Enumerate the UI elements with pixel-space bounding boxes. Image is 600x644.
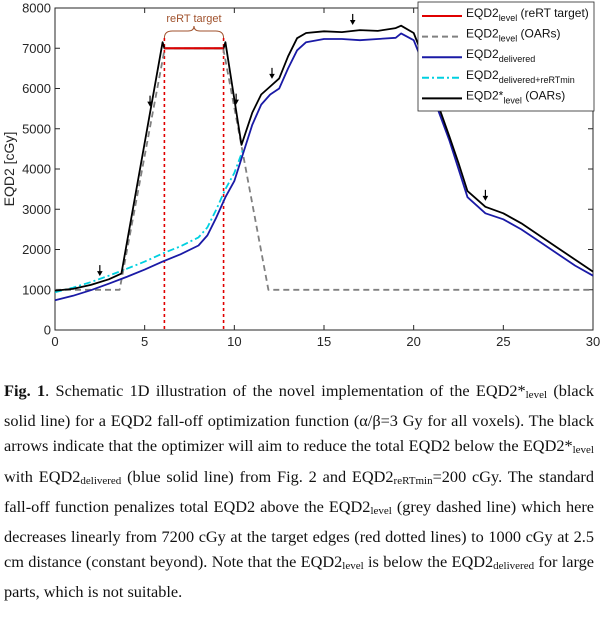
- arrow-head: [233, 99, 239, 105]
- arrow-marker: [269, 67, 275, 79]
- y-tick-label: 8000: [22, 1, 51, 16]
- series-line-delivered-rertmin: [54, 148, 245, 294]
- x-tick-label: 0: [51, 334, 58, 349]
- y-tick-label: 0: [44, 323, 51, 338]
- target-annotation: reRT target: [163, 13, 225, 39]
- caption-text-8: for large parts, which is not suitable.: [4, 552, 594, 602]
- figure-caption: Fig. 1. Schematic 1D illustration of the…: [4, 378, 594, 605]
- legend: EQD2level (reRT target)EQD2level (OARs)E…: [417, 1, 595, 112]
- legend-main: EQD2*: [466, 88, 504, 102]
- legend-rest: (reRT target): [517, 6, 589, 20]
- y-tick-label: 2000: [22, 242, 51, 257]
- figure-label: Fig. 1: [4, 381, 46, 400]
- legend-sub: level: [499, 34, 518, 44]
- arrow-head: [147, 101, 153, 107]
- legend-main: EQD2: [466, 47, 499, 61]
- caption-text-6: (grey dashed line) which here decreases …: [4, 496, 594, 572]
- legend-sub: level: [499, 13, 518, 23]
- annotation-text: reRT target: [166, 13, 221, 25]
- caption-sub-3: delivered: [80, 474, 122, 487]
- legend-label-level-oars: EQD2level (OARs): [466, 27, 561, 44]
- caption-sub-5: level: [370, 504, 392, 517]
- caption-text-7: is below the EQD2: [363, 552, 494, 572]
- caption-text-3: with EQD2: [4, 466, 81, 486]
- caption-text-1: . Schematic 1D illustration of the novel…: [45, 381, 526, 400]
- caption-sub-4: reRTmin: [393, 474, 433, 487]
- x-tick-label: 20: [406, 334, 420, 349]
- arrow-head: [97, 271, 103, 277]
- legend-main: EQD2: [466, 6, 499, 20]
- arrow-marker: [233, 93, 239, 105]
- series-line-delivered: [54, 32, 594, 302]
- legend-rest: (OARs): [522, 88, 565, 102]
- y-tick-label: 7000: [22, 41, 51, 56]
- y-tick-label: 1000: [22, 282, 51, 297]
- y-tick-label: 6000: [22, 81, 51, 96]
- legend-sub: delivered+reRTmin: [499, 75, 575, 85]
- legend-label-level-star-oars: EQD2*level (OARs): [466, 88, 565, 105]
- x-tick-label: 15: [317, 334, 331, 349]
- arrow-head: [482, 195, 489, 201]
- legend-sub: delivered: [499, 54, 536, 64]
- series-layer: [54, 24, 594, 302]
- arrow-head: [349, 19, 356, 25]
- annotation-brace: [163, 25, 225, 39]
- legend-label-delivered: EQD2delivered: [466, 47, 535, 64]
- y-tick-label: 3000: [22, 202, 51, 217]
- y-axis-label: EQD2 [cGy]: [1, 132, 17, 207]
- eqd2-chart: 0 5 10 15 20 25 30 0 1000 2000 3000 4000 5000 6000 700…: [1, 1, 600, 353]
- x-tick-label: 30: [586, 334, 600, 349]
- target-edge-lines: [163, 38, 225, 330]
- legend-label-level-target: EQD2level (reRT target): [466, 6, 589, 23]
- legend-main: EQD2: [466, 68, 499, 82]
- caption-sub-6: level: [342, 560, 364, 573]
- x-tick-label: 25: [496, 334, 510, 349]
- arrow-marker: [97, 265, 103, 277]
- arrow-marker: [349, 13, 356, 25]
- legend-label-delivered-rertmin: EQD2delivered+reRTmin: [466, 68, 575, 85]
- caption-text-2: (black solid line) for a EQD2 fall-off o…: [4, 381, 595, 456]
- y-tick-label: 4000: [22, 162, 51, 177]
- arrow-head: [269, 73, 275, 79]
- caption-sub-7: delivered: [493, 560, 535, 573]
- caption-sub-2: level: [572, 444, 594, 457]
- series-line-level-star-oars: [54, 24, 594, 292]
- y-tick-label: 5000: [22, 121, 51, 136]
- caption-text-5: =200 cGy. The standard fall-off function…: [4, 466, 594, 516]
- arrow-marker: [147, 95, 153, 107]
- arrow-marker: [482, 189, 489, 201]
- x-axis-label: x [cm]: [305, 351, 342, 352]
- legend-main: EQD2: [466, 27, 499, 41]
- caption-text-4: (blue solid line) from Fig. 2 and EQD2: [121, 466, 394, 486]
- x-tick-label: 10: [227, 334, 241, 349]
- chart-axes: 0 5 10 15 20 25 30 0 1000 2000 3000 4000 5000 6000 700…: [1, 1, 600, 353]
- legend-sub: level: [503, 95, 522, 105]
- caption-sub-1: level: [525, 389, 548, 401]
- legend-rest: (OARs): [517, 27, 560, 41]
- x-tick-label: 5: [141, 334, 148, 349]
- series-line-level-oars: [55, 47, 593, 291]
